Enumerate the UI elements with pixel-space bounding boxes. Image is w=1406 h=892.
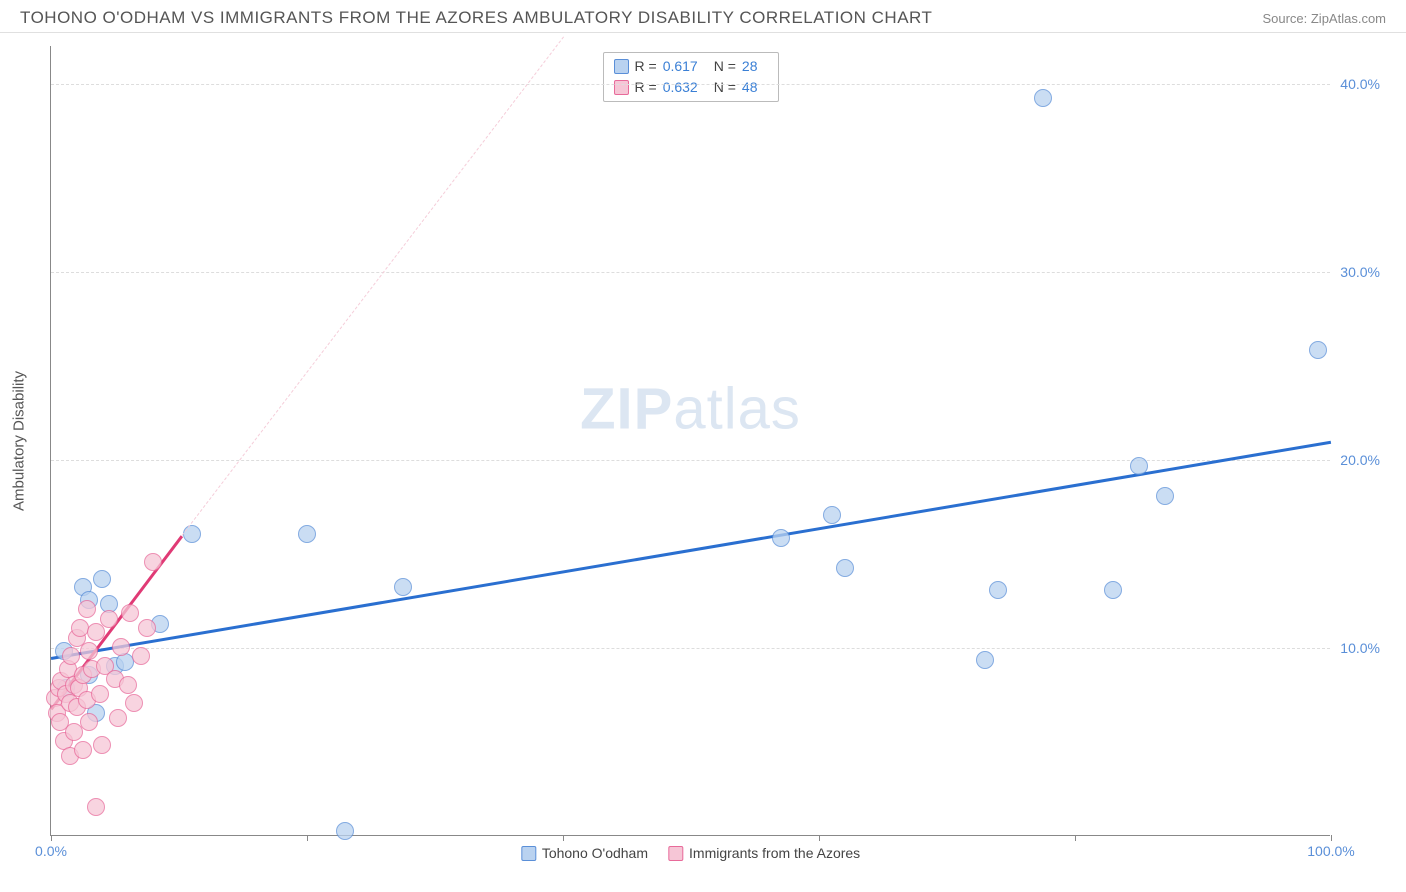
data-point [91, 685, 109, 703]
data-point [132, 647, 150, 665]
watermark: ZIPatlas [580, 375, 801, 442]
data-point [1034, 89, 1052, 107]
data-point [78, 600, 96, 618]
y-tick-label: 40.0% [1340, 76, 1380, 92]
data-point [976, 651, 994, 669]
x-tick [563, 835, 564, 841]
data-point [836, 559, 854, 577]
data-point [336, 822, 354, 840]
data-point [121, 604, 139, 622]
gridline-h [51, 648, 1330, 649]
data-point [183, 525, 201, 543]
legend-label-1: Immigrants from the Azores [689, 845, 860, 861]
swatch-series-1 [668, 846, 683, 861]
x-tick [51, 835, 52, 841]
gridline-h [51, 272, 1330, 273]
stat-r-1: 0.632 [663, 77, 698, 98]
legend-stats-row-1: R = 0.632 N = 48 [614, 77, 768, 98]
x-tick [307, 835, 308, 841]
data-point [394, 578, 412, 596]
data-point [138, 619, 156, 637]
data-point [87, 798, 105, 816]
x-tick [1075, 835, 1076, 841]
data-point [144, 553, 162, 571]
y-tick-label: 30.0% [1340, 264, 1380, 280]
data-point [125, 694, 143, 712]
x-tick [819, 835, 820, 841]
data-point [112, 638, 130, 656]
swatch-series-0 [521, 846, 536, 861]
data-point [772, 529, 790, 547]
data-point [989, 581, 1007, 599]
x-tick [1331, 835, 1332, 841]
data-point [1130, 457, 1148, 475]
swatch-series-1 [614, 80, 629, 95]
data-point [80, 642, 98, 660]
data-point [298, 525, 316, 543]
trend-line-dashed [181, 37, 563, 536]
chart-area: ZIPatlas Ambulatory Disability R = 0.617… [50, 46, 1380, 836]
data-point [119, 676, 137, 694]
plot-region: ZIPatlas Ambulatory Disability R = 0.617… [50, 46, 1330, 836]
x-tick-label: 100.0% [1307, 843, 1354, 859]
legend-label-0: Tohono O'odham [542, 845, 648, 861]
data-point [1309, 341, 1327, 359]
y-axis-title: Ambulatory Disability [11, 370, 28, 510]
data-point [109, 709, 127, 727]
source-label: Source: ZipAtlas.com [1262, 11, 1386, 26]
gridline-h [51, 84, 1330, 85]
y-tick-label: 20.0% [1340, 452, 1380, 468]
legend-stats-box: R = 0.617 N = 28 R = 0.632 N = 48 [603, 52, 779, 102]
stat-n-1: 48 [742, 77, 758, 98]
data-point [93, 736, 111, 754]
legend-bottom: Tohono O'odham Immigrants from the Azore… [521, 845, 860, 861]
title-bar: TOHONO O'ODHAM VS IMMIGRANTS FROM THE AZ… [0, 0, 1406, 33]
data-point [80, 713, 98, 731]
data-point [1156, 487, 1174, 505]
legend-item-1: Immigrants from the Azores [668, 845, 860, 861]
swatch-series-0 [614, 59, 629, 74]
data-point [1104, 581, 1122, 599]
x-tick-label: 0.0% [35, 843, 67, 859]
legend-stats-row-0: R = 0.617 N = 28 [614, 56, 768, 77]
data-point [74, 741, 92, 759]
y-tick-label: 10.0% [1340, 640, 1380, 656]
chart-title: TOHONO O'ODHAM VS IMMIGRANTS FROM THE AZ… [20, 8, 932, 28]
data-point [823, 506, 841, 524]
stat-n-0: 28 [742, 56, 758, 77]
data-point [100, 610, 118, 628]
legend-item-0: Tohono O'odham [521, 845, 648, 861]
data-point [62, 647, 80, 665]
stat-r-0: 0.617 [663, 56, 698, 77]
data-point [93, 570, 111, 588]
